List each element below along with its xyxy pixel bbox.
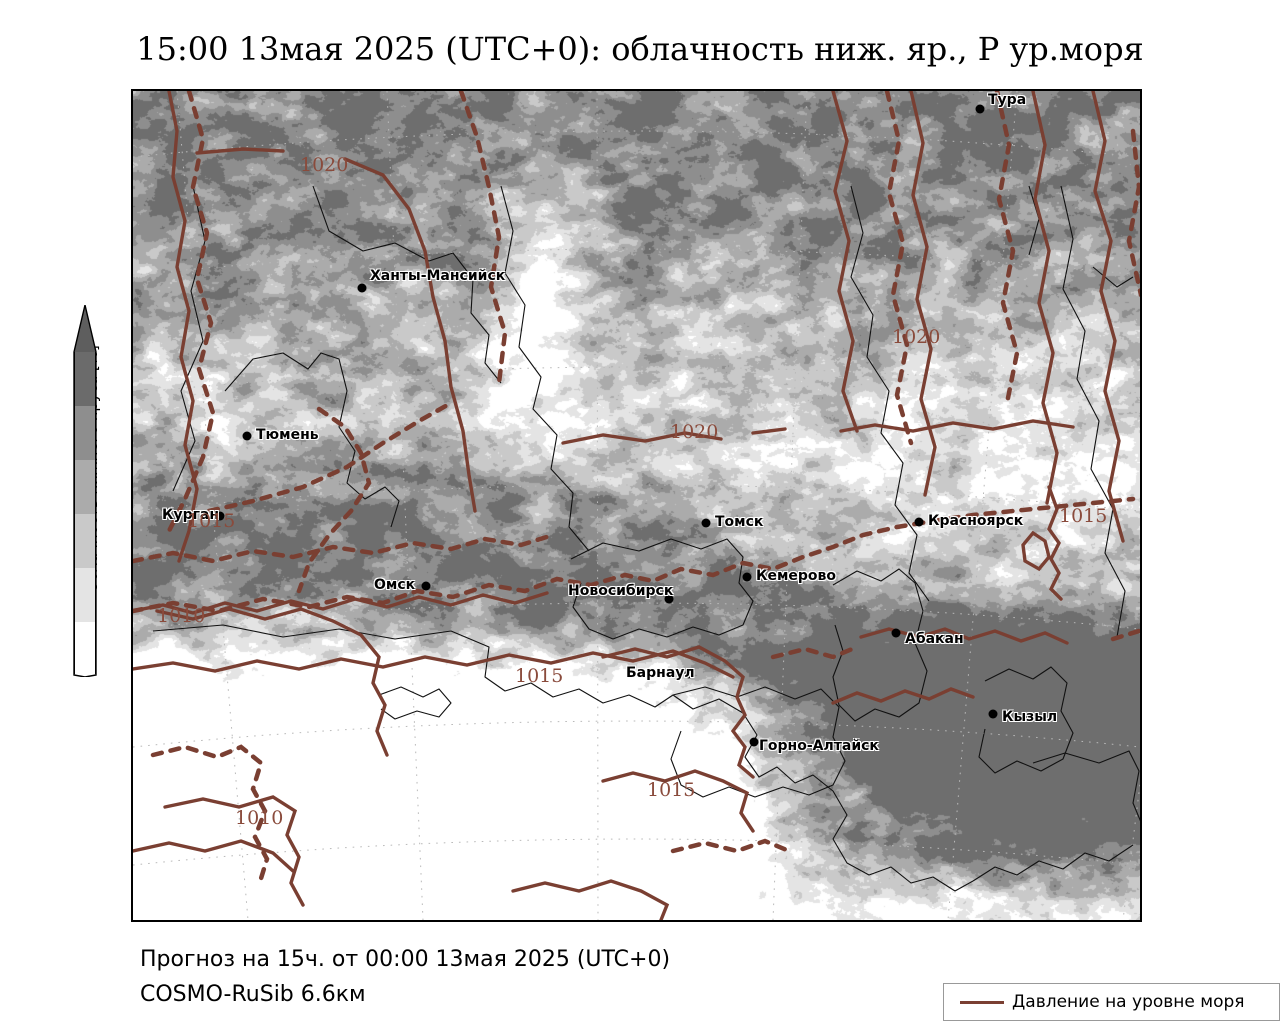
isobar-label: 1015 — [187, 510, 236, 532]
city-label: Кемерово — [756, 568, 836, 584]
model-info-line: COSMO-RuSib 6.6км — [140, 982, 366, 1007]
isobar-label: 1010 — [235, 807, 284, 829]
city-label: Томск — [715, 514, 764, 530]
colorbar-segment-90plus — [74, 352, 96, 406]
city-label: Тюмень — [256, 427, 319, 443]
colorbar-body: 90 70 50 30 10 — [73, 305, 156, 720]
city-dot — [914, 517, 924, 527]
colorbar-segment-50-70 — [74, 460, 96, 514]
isobar-label: 1010 — [157, 605, 206, 627]
sea-level-pressure-isobars — [133, 91, 1140, 920]
city-dot — [664, 594, 674, 604]
colorbar-segment-70-90 — [74, 406, 96, 460]
city-dot — [988, 709, 998, 719]
city-dot — [421, 581, 431, 591]
isobar-label: 1015 — [515, 665, 564, 687]
colorbar-segment-10-30 — [74, 568, 96, 622]
city-label: Кызыл — [1002, 709, 1058, 725]
city-label: Омск — [374, 577, 416, 593]
city-dot — [701, 518, 711, 528]
city-label: Тура — [988, 92, 1027, 108]
city-label: Горно-Алтайск — [759, 738, 879, 754]
isobar-label: 1015 — [647, 779, 696, 801]
cloud-cover-raster — [133, 91, 1140, 920]
city-dot — [357, 283, 367, 293]
colorbar-segment-30-50 — [74, 514, 96, 568]
pressure-line-swatch-icon — [960, 1000, 1004, 1004]
administrative-borders — [152, 185, 1140, 892]
colorbar-top-arrow — [74, 306, 96, 352]
city-label: Ханты-Мансийск — [370, 268, 506, 284]
page-title: 15:00 13мая 2025 (UTC+0): облачность ниж… — [136, 30, 1144, 68]
city-label: Красноярск — [928, 513, 1024, 529]
colorbar: Облачность нижнего яруса [%] 90 70 50 30… — [42, 305, 156, 720]
city-label: Курган — [162, 507, 220, 523]
graticule — [133, 91, 1140, 920]
city-dot — [749, 737, 759, 747]
city-label: Новосибирск — [568, 583, 674, 599]
isobar-label: 1015 — [1059, 505, 1108, 527]
legend-box: Давление на уровне моря — [943, 983, 1280, 1021]
colorbar-segment-0-10 — [74, 622, 96, 674]
isobar-label: 1020 — [300, 154, 349, 176]
colorbar-bottom-arrow — [74, 674, 96, 720]
weather-map[interactable]: Тура Ханты-Мансийск Тюмень Курган Омск Томск К… — [131, 89, 1142, 922]
city-dot — [891, 628, 901, 638]
legend-pressure-label: Давление на уровне моря — [1012, 992, 1245, 1012]
forecast-info-line: Прогноз на 15ч. от 00:00 13мая 2025 (UTC… — [140, 947, 671, 972]
map-vector-overlay — [133, 91, 1140, 920]
city-dot — [742, 572, 752, 582]
city-dot — [242, 431, 252, 441]
isobar-label: 1020 — [670, 421, 719, 443]
city-dot — [975, 104, 985, 114]
isobar-label: 1020 — [892, 326, 941, 348]
city-label: Абакан — [905, 631, 964, 647]
city-dot — [684, 669, 694, 679]
city-dot — [215, 511, 225, 521]
city-label: Барнаул — [626, 665, 695, 681]
